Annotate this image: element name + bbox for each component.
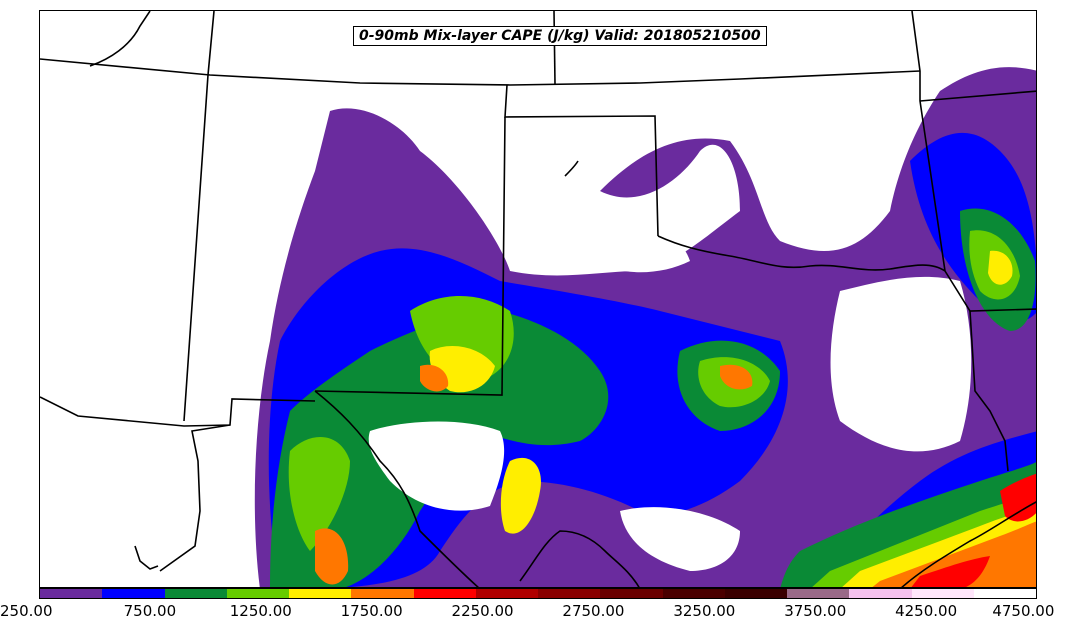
cape-shading bbox=[254, 67, 1036, 587]
colorbar-tick-label: 4750.00 bbox=[992, 602, 1055, 620]
boundary-line bbox=[134, 545, 159, 570]
colorbar-swatch bbox=[164, 589, 227, 598]
boundary-line bbox=[564, 160, 579, 177]
cape-region-none bbox=[368, 201, 972, 571]
boundary-line bbox=[314, 116, 506, 396]
colorbar-swatch bbox=[849, 589, 912, 598]
colorbar-tick-label: 3750.00 bbox=[784, 602, 847, 620]
map-title: 0-90mb Mix-layer CAPE (J/kg) Valid: 2018… bbox=[353, 26, 767, 46]
boundary-line bbox=[183, 11, 215, 422]
boundary-line bbox=[553, 11, 556, 85]
cape-map bbox=[40, 11, 1036, 587]
boundary-line bbox=[40, 396, 316, 427]
boundary-line bbox=[89, 11, 151, 67]
cape-region-red bbox=[911, 473, 1036, 587]
boundary-line bbox=[969, 310, 1009, 472]
boundary-line bbox=[159, 424, 231, 572]
colorbar-swatch bbox=[600, 589, 663, 598]
colorbar-swatch bbox=[911, 589, 974, 598]
colorbar-swatch bbox=[662, 589, 725, 598]
colorbar-swatch bbox=[226, 589, 289, 598]
colorbar-swatch bbox=[289, 589, 352, 598]
state-boundaries bbox=[40, 11, 1036, 587]
boundary-line bbox=[519, 530, 640, 587]
colorbar-tick-label: 2750.00 bbox=[562, 602, 625, 620]
colorbar-tick-label: 4250.00 bbox=[895, 602, 958, 620]
cape-region-lime bbox=[288, 230, 1036, 587]
boundary-line bbox=[314, 390, 479, 587]
colorbar-tick-label: 2250.00 bbox=[451, 602, 514, 620]
colorbar-tick-label: 3250.00 bbox=[673, 602, 736, 620]
colorbar-tick-label: 250.00 bbox=[0, 602, 53, 620]
colorbar bbox=[39, 588, 1037, 599]
boundary-line bbox=[919, 90, 1036, 102]
colorbar-swatch bbox=[724, 589, 787, 598]
colorbar-swatch bbox=[973, 589, 1036, 598]
boundary-line bbox=[911, 11, 946, 272]
boundary-line bbox=[657, 235, 946, 272]
colorbar-tick-label: 1750.00 bbox=[340, 602, 403, 620]
colorbar-swatch bbox=[787, 589, 850, 598]
boundary-line bbox=[40, 58, 921, 86]
colorbar-swatch bbox=[351, 589, 414, 598]
colorbar-swatch bbox=[538, 589, 601, 598]
colorbar-swatch bbox=[102, 589, 165, 598]
colorbar-tick-label: 1250.00 bbox=[229, 602, 292, 620]
colorbar-tick-label: 750.00 bbox=[123, 602, 177, 620]
boundary-line bbox=[901, 501, 1036, 587]
colorbar-swatch bbox=[413, 589, 476, 598]
boundary-line bbox=[504, 84, 659, 237]
colorbar-swatch bbox=[475, 589, 538, 598]
colorbar-swatch bbox=[40, 589, 103, 598]
map-panel: 0-90mb Mix-layer CAPE (J/kg) Valid: 2018… bbox=[39, 10, 1037, 588]
